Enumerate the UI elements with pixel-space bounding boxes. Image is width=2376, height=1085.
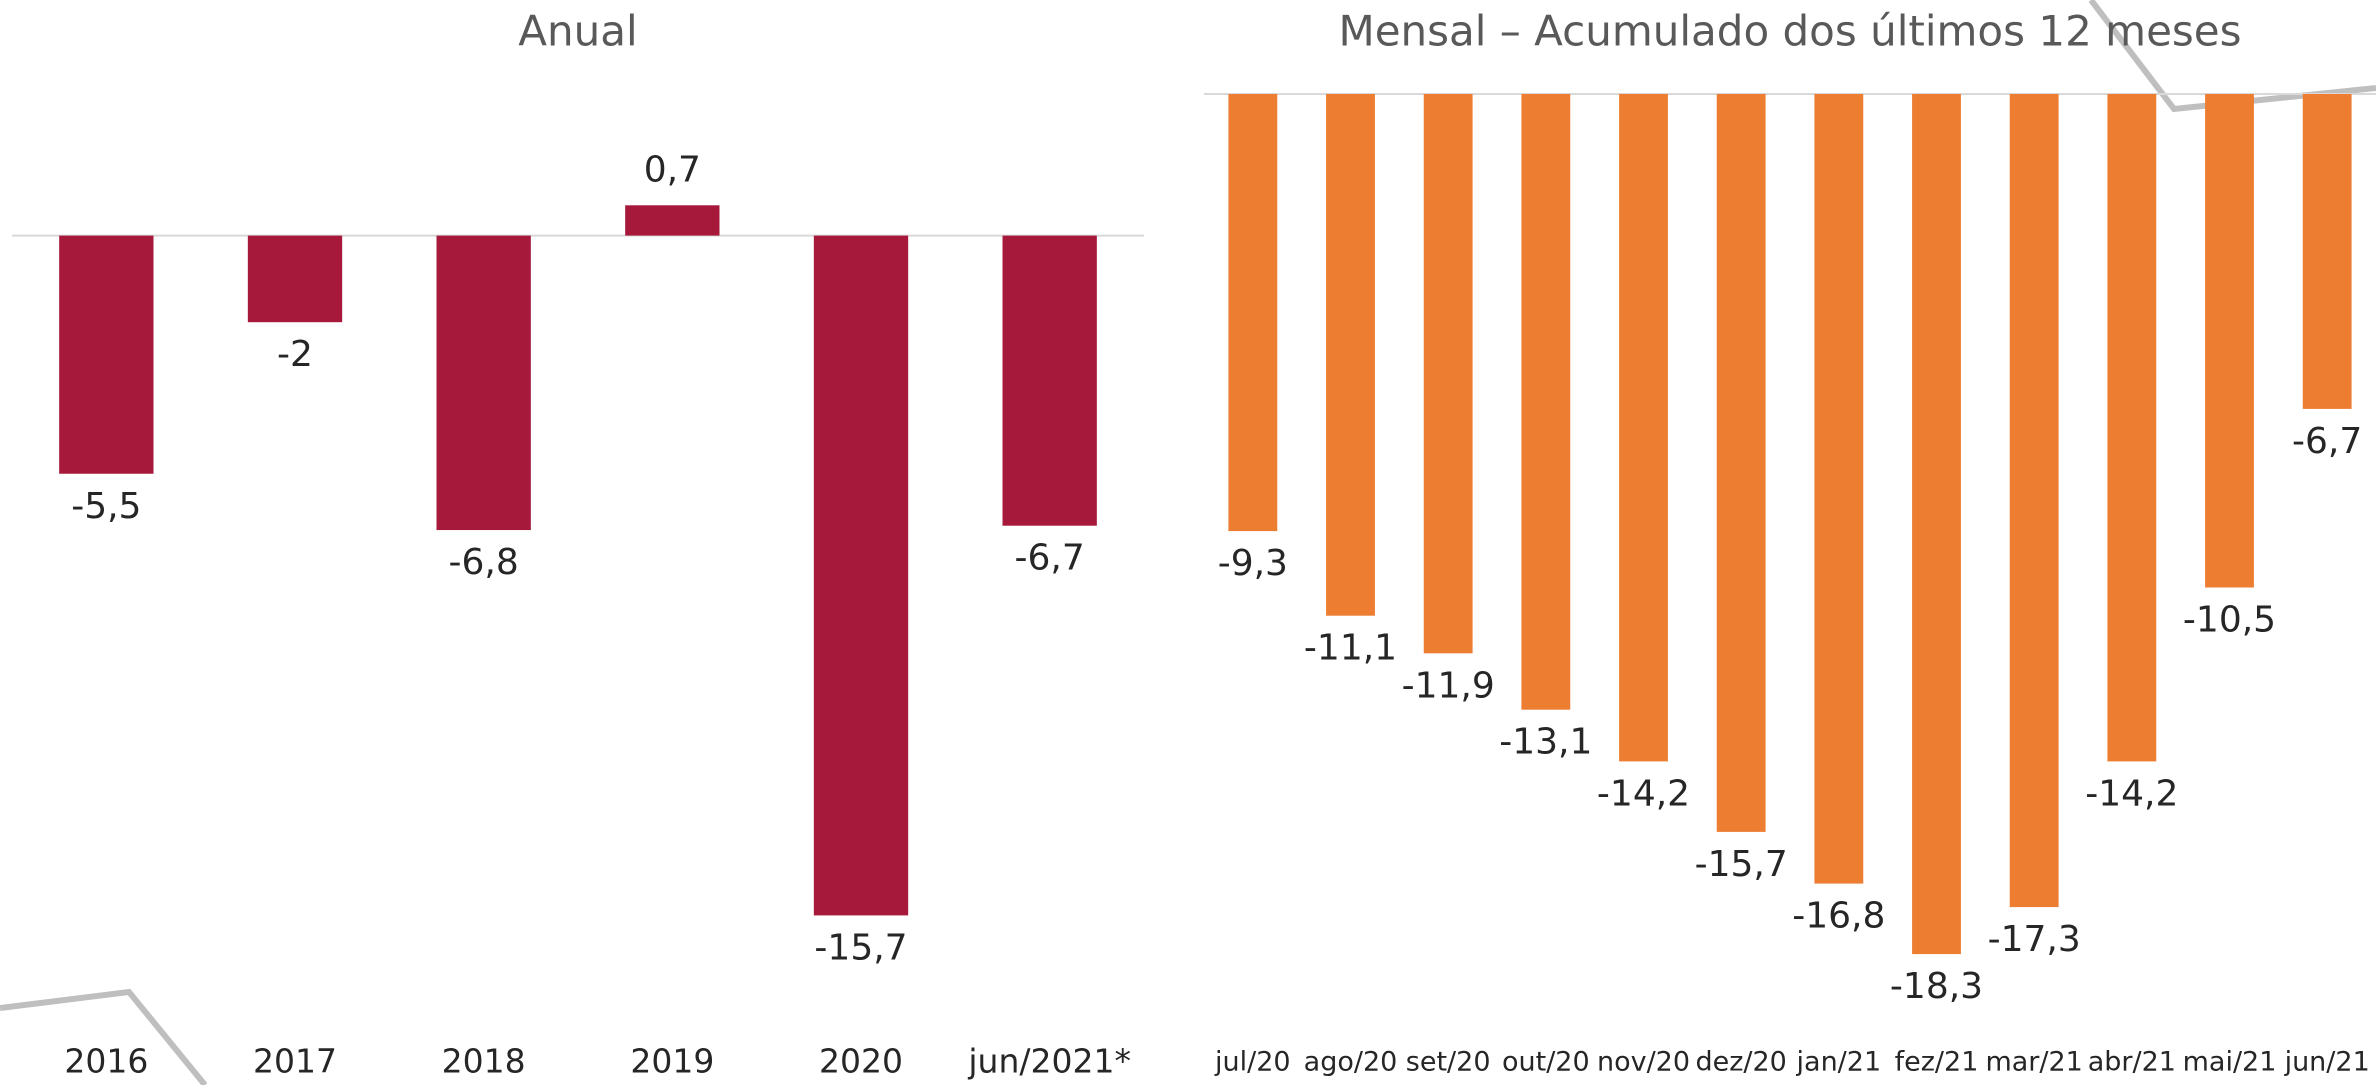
value-label: -5,5 xyxy=(71,486,141,527)
x-tick-label: out/20 xyxy=(1502,1047,1590,1078)
x-tick-label: abr/21 xyxy=(2088,1047,2176,1078)
x-tick-label: dez/20 xyxy=(1695,1047,1786,1078)
decoration xyxy=(0,988,208,1085)
x-tick-label: 2017 xyxy=(253,1042,337,1081)
value-label: -15,7 xyxy=(1695,844,1788,885)
x-tick-label: ago/20 xyxy=(1304,1047,1398,1078)
x-tick-label: 2019 xyxy=(630,1042,714,1081)
chart-title: Mensal – Acumulado dos últimos 12 meses xyxy=(1338,7,2241,56)
bar xyxy=(1326,94,1375,616)
x-tick-label: 2018 xyxy=(442,1042,526,1081)
value-label: -2 xyxy=(277,334,313,375)
x-tick-label: mar/21 xyxy=(1985,1047,2082,1078)
bar xyxy=(2302,94,2352,409)
x-tick-label: 2020 xyxy=(819,1042,903,1081)
bar xyxy=(1002,235,1097,526)
value-label: -14,2 xyxy=(1597,773,1690,814)
value-label: -11,1 xyxy=(1304,628,1397,669)
bar xyxy=(813,235,909,916)
value-label: -15,7 xyxy=(814,927,907,968)
bar xyxy=(1619,94,1668,762)
value-label: -18,3 xyxy=(1890,966,1983,1007)
bar xyxy=(1716,94,1766,832)
value-label: -9,3 xyxy=(1218,543,1288,584)
value-label: -11,9 xyxy=(1402,665,1495,706)
bar xyxy=(1228,94,1278,532)
value-label: -10,5 xyxy=(2183,600,2276,641)
value-label: -16,8 xyxy=(1792,896,1885,937)
x-tick-label: fez/21 xyxy=(1895,1047,1979,1078)
x-tick-label: set/20 xyxy=(1406,1047,1491,1078)
x-tick-label: mai/21 xyxy=(2183,1047,2277,1078)
x-tick-label: 2016 xyxy=(64,1042,148,1081)
bar xyxy=(1423,94,1473,654)
bar xyxy=(247,235,343,323)
bar xyxy=(1521,94,1571,710)
value-label: -14,2 xyxy=(2085,773,2178,814)
bar xyxy=(436,235,531,531)
value-label: -6,7 xyxy=(2292,421,2362,462)
value-label: -13,1 xyxy=(1499,722,1592,763)
bar xyxy=(625,205,720,236)
bar xyxy=(2107,94,2157,762)
bar xyxy=(59,235,154,474)
value-label: 0,7 xyxy=(644,149,701,190)
bar xyxy=(1912,94,1961,955)
x-tick-label: jun/21 xyxy=(2284,1047,2370,1078)
x-tick-label: nov/20 xyxy=(1597,1047,1690,1078)
value-label: -6,8 xyxy=(449,542,519,583)
x-tick-label: jan/21 xyxy=(1796,1047,1882,1078)
bar xyxy=(2205,94,2254,588)
value-label: -17,3 xyxy=(1988,919,2081,960)
bar xyxy=(1814,94,1864,884)
bar xyxy=(2009,94,2059,908)
x-tick-label: jul/20 xyxy=(1214,1047,1291,1078)
value-label: -6,7 xyxy=(1015,538,1085,579)
x-tick-label: jun/2021* xyxy=(967,1042,1131,1081)
chart-title: Anual xyxy=(518,7,637,56)
